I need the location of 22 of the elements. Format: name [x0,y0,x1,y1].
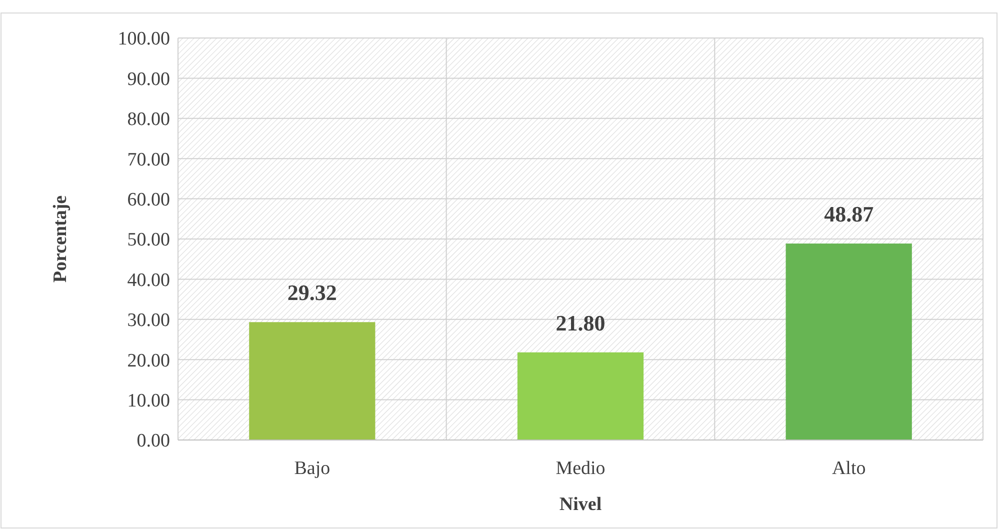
bar [786,244,912,440]
y-axis-title: Porcentaje [50,195,71,283]
y-tick-label: 80.00 [127,109,170,130]
data-label: 29.32 [287,280,337,306]
x-tick-label: Medio [556,458,606,479]
bar [517,352,644,440]
data-label: 21.80 [556,310,606,336]
x-axis-title: Nivel [559,494,602,515]
data-label: 48.87 [824,202,874,227]
y-tick-label: 60.00 [127,189,170,210]
y-tick-label: 90.00 [127,68,170,90]
y-tick-label: 10.00 [127,390,170,412]
bar [249,322,376,440]
y-tick-label: 30.00 [127,310,170,332]
y-tick-label: 50.00 [127,230,170,251]
y-tick-label: 20.00 [127,350,170,372]
y-tick-label: 70.00 [127,149,170,170]
y-tick-label: 40.00 [127,270,170,291]
y-tick-label: 0.00 [136,430,170,452]
y-tick-label: 100.00 [118,28,170,50]
x-tick-label: Alto [832,458,866,479]
x-tick-label: Bajo [294,458,330,479]
